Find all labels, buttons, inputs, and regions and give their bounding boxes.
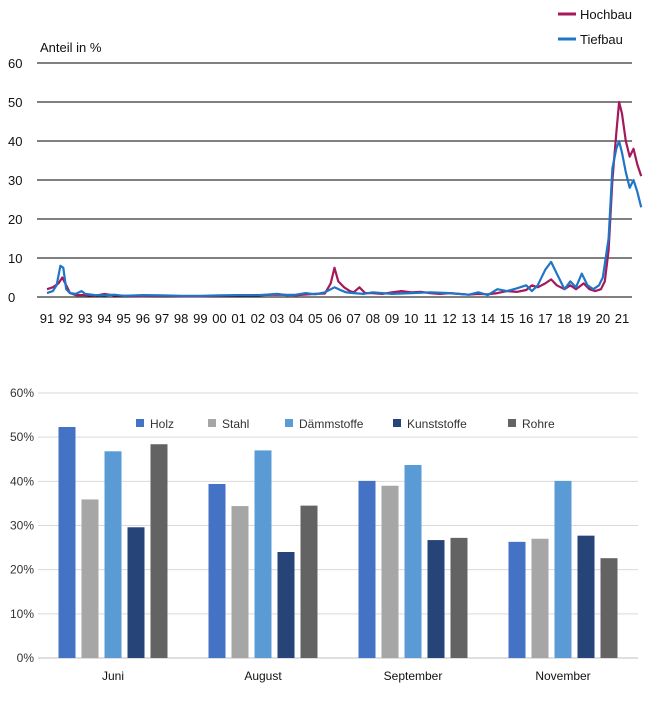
y-tick-label: 0 bbox=[8, 290, 15, 305]
y-tick-label: 60 bbox=[8, 56, 22, 71]
legend-label: Tiefbau bbox=[580, 32, 623, 47]
y-tick-label: 40% bbox=[10, 474, 34, 488]
bar-stahl bbox=[381, 485, 399, 658]
legend-label: Kunststoffe bbox=[407, 417, 467, 431]
legend: Hochbau Tiefbau bbox=[558, 7, 632, 47]
x-tick-label: 96 bbox=[136, 311, 150, 326]
x-tick-labels: 91 92 93 94 95 96 97 98 99 00 01 02 03 04 05 06 07 08 09 10… bbox=[40, 311, 629, 326]
legend-swatch bbox=[285, 419, 293, 427]
x-tick-label: 95 bbox=[116, 311, 130, 326]
y-tick-label: 20 bbox=[8, 212, 22, 227]
x-tick-label: 94 bbox=[97, 311, 111, 326]
x-tick-label: 07 bbox=[346, 311, 360, 326]
series-line-hochbau bbox=[46, 100, 643, 298]
x-tick-label: 05 bbox=[308, 311, 322, 326]
legend-label: Hochbau bbox=[580, 7, 632, 22]
x-tick-label: 14 bbox=[481, 311, 495, 326]
series-lines bbox=[46, 100, 643, 298]
legend-swatch bbox=[136, 419, 144, 427]
x-tick-label: 06 bbox=[327, 311, 341, 326]
x-tick-label: 03 bbox=[270, 311, 284, 326]
x-tick-label: 21 bbox=[615, 311, 629, 326]
bar-rohre bbox=[300, 505, 318, 658]
y-tick-label: 20% bbox=[10, 563, 34, 577]
y-tick-label: 0% bbox=[17, 651, 35, 665]
y-axis-label: Anteil in % bbox=[40, 40, 102, 55]
bar-holz bbox=[58, 427, 76, 658]
bar-dämmstoffe bbox=[554, 480, 572, 658]
bar-dämmstoffe bbox=[404, 464, 422, 658]
legend-label: Rohre bbox=[522, 417, 555, 431]
x-tick-label: 93 bbox=[78, 311, 92, 326]
x-tick-label: 17 bbox=[538, 311, 552, 326]
bar-holz bbox=[208, 483, 226, 658]
series-line-tiefbau bbox=[46, 139, 643, 297]
x-tick-label: 04 bbox=[289, 311, 303, 326]
legend-label: Dämmstoffe bbox=[299, 417, 364, 431]
bar-kunststoffe bbox=[277, 552, 295, 658]
y-tick-label: 60% bbox=[10, 386, 34, 400]
bar-rohre bbox=[150, 444, 168, 658]
legend-label: Holz bbox=[150, 417, 174, 431]
x-tick-label: 91 bbox=[40, 311, 54, 326]
y-tick-labels: 0 10 20 30 40 50 60 bbox=[8, 56, 22, 305]
y-tick-labels: 0% 10% 20% 30% 40% 50% 60% bbox=[10, 386, 34, 665]
x-tick-label: 98 bbox=[174, 311, 188, 326]
bars bbox=[58, 427, 618, 658]
x-tick-label: 13 bbox=[461, 311, 475, 326]
bar-dämmstoffe bbox=[104, 451, 122, 658]
x-tick-label: 11 bbox=[424, 311, 438, 326]
x-tick-label: 00 bbox=[212, 311, 226, 326]
x-tick-label: 02 bbox=[251, 311, 265, 326]
bar-rohre bbox=[600, 558, 618, 658]
y-tick-label: 40 bbox=[8, 134, 22, 149]
bar-holz bbox=[508, 541, 526, 658]
x-tick-label: 99 bbox=[193, 311, 207, 326]
category-label: September bbox=[384, 669, 443, 683]
category-label: November bbox=[535, 669, 590, 683]
legend-label: Stahl bbox=[222, 417, 249, 431]
x-tick-label: 09 bbox=[385, 311, 399, 326]
x-tick-label: 12 bbox=[442, 311, 456, 326]
x-tick-label: 18 bbox=[557, 311, 571, 326]
bar-stahl bbox=[81, 499, 99, 658]
x-tick-label: 10 bbox=[404, 311, 418, 326]
gridlines bbox=[37, 62, 632, 298]
x-tick-label: 19 bbox=[576, 311, 590, 326]
bar-dämmstoffe bbox=[254, 450, 272, 658]
bar-kunststoffe bbox=[127, 527, 145, 658]
line-chart: 0 10 20 30 40 50 60 91 92 93 94 95 96 97 98 99 00 01 02 03… bbox=[8, 7, 643, 326]
legend-swatch bbox=[393, 419, 401, 427]
y-tick-label: 10% bbox=[10, 607, 34, 621]
y-tick-label: 50 bbox=[8, 95, 22, 110]
x-tick-label: 15 bbox=[500, 311, 514, 326]
x-tick-label: 08 bbox=[366, 311, 380, 326]
x-tick-label: 01 bbox=[231, 311, 245, 326]
y-tick-label: 30 bbox=[8, 173, 22, 188]
x-tick-label: 20 bbox=[596, 311, 610, 326]
bar-rohre bbox=[450, 537, 468, 658]
category-label: August bbox=[244, 669, 282, 683]
x-tick-label: 97 bbox=[155, 311, 169, 326]
y-tick-label: 50% bbox=[10, 430, 34, 444]
legend-swatch bbox=[208, 419, 216, 427]
bar-kunststoffe bbox=[577, 535, 595, 658]
bar-holz bbox=[358, 480, 376, 658]
bar-stahl bbox=[531, 538, 549, 658]
bar-kunststoffe bbox=[427, 540, 445, 658]
category-labels: Juni August September November bbox=[102, 669, 591, 683]
legend-swatch bbox=[508, 419, 516, 427]
bar-stahl bbox=[231, 506, 249, 658]
y-tick-label: 30% bbox=[10, 519, 34, 533]
x-tick-label: 92 bbox=[59, 311, 73, 326]
x-tick-label: 16 bbox=[519, 311, 533, 326]
y-tick-label: 10 bbox=[8, 251, 22, 266]
bar-chart: 0% 10% 20% 30% 40% 50% 60% Juni August September… bbox=[10, 386, 638, 683]
legend: Holz Stahl Dämmstoffe Kunststoffe Rohre bbox=[136, 417, 555, 431]
category-label: Juni bbox=[102, 669, 124, 683]
